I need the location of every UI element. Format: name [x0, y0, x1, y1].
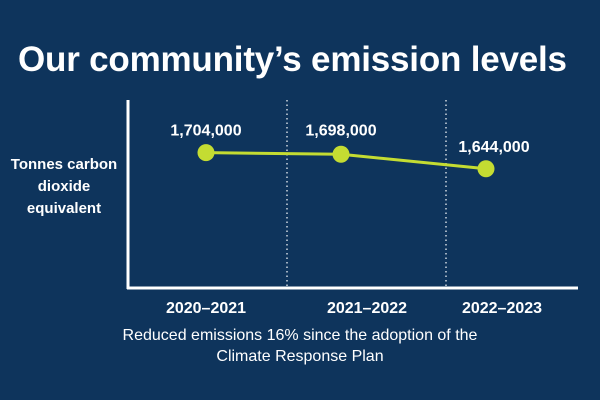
- caption-line-2: Climate Response Plan: [216, 348, 384, 365]
- x-tick-label-1: 2020–2021: [166, 300, 246, 317]
- data-label-3: 1,644,000: [458, 139, 529, 156]
- x-tick-label-3: 2022–2023: [462, 300, 542, 317]
- data-label-1: 1,704,000: [170, 123, 241, 140]
- data-point-2: [332, 145, 350, 163]
- x-tick-label-2: 2021–2022: [327, 300, 407, 317]
- data-label-2: 1,698,000: [305, 122, 376, 139]
- data-point-1: [197, 144, 215, 162]
- chart-caption: Reduced emissions 16% since the adoption…: [0, 325, 600, 367]
- caption-line-1: Reduced emissions 16% since the adoption…: [122, 327, 478, 344]
- data-point-3: [477, 160, 495, 178]
- page-title: Our community’s emission levels: [18, 40, 567, 79]
- y-axis-label: Tonnes carbon dioxide equivalent: [10, 156, 118, 217]
